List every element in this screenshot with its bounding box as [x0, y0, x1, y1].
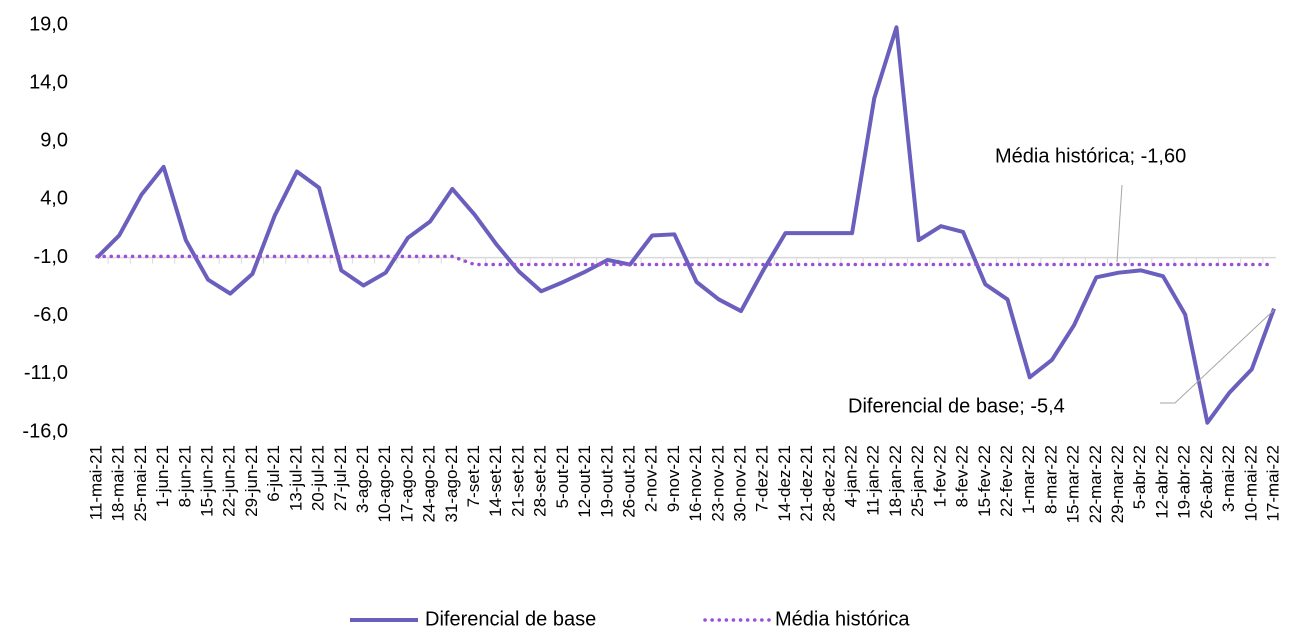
plot: -16,0 -11,0 -6,0 -1,0 4,0 9,0 14,0 19,0 11-mai-2… [22, 13, 1282, 630]
x-tick-label: 10-mai-22 [1241, 445, 1260, 522]
x-tick-label: 18-mai-21 [109, 445, 128, 522]
x-tick-label: 14-dez-21 [775, 445, 794, 522]
x-tick-label: 5-abr-22 [1130, 445, 1149, 509]
x-tick-label: 22-fev-22 [997, 445, 1016, 517]
x-tick-label: 26-out-21 [619, 445, 638, 518]
x-tick-label: 1-fev-22 [930, 445, 949, 507]
y-tick-label: 4,0 [40, 188, 68, 210]
leader-line [1116, 184, 1123, 263]
x-tick-label: 15-jun-21 [198, 445, 217, 517]
x-tick-label: 19-out-21 [597, 445, 616, 518]
x-tick-label: 19-abr-22 [1175, 445, 1194, 519]
x-tick-label: 23-nov-21 [708, 445, 727, 522]
series-line [95, 25, 1276, 425]
x-tick-label: 7-set-21 [464, 445, 483, 507]
y-tick-label: -6,0 [34, 304, 68, 326]
x-tick-label: 25-jan-22 [908, 445, 927, 517]
x-tick-label: 15-mar-22 [1064, 445, 1083, 523]
y-tick-label: -11,0 [24, 362, 68, 384]
x-tick-label: 5-out-21 [553, 445, 572, 508]
x-tick-label: 31-ago-21 [442, 445, 461, 523]
x-tick-label: 11-jan-22 [864, 445, 883, 516]
x-tick-label: 15-fev-22 [975, 445, 994, 517]
series-line [95, 254, 1276, 267]
annotation: Média histórica; -1,60 [995, 145, 1186, 167]
x-tick-label: 12-abr-22 [1152, 445, 1171, 519]
x-tick-label: 9-nov-21 [664, 445, 683, 512]
y-tick-label: 9,0 [40, 130, 68, 152]
y-tick-label: -1,0 [34, 246, 68, 268]
x-tick-label: 16-nov-21 [686, 445, 705, 522]
x-tick-label: 26-abr-22 [1197, 445, 1216, 519]
x-tick-label: 22-mar-22 [1086, 445, 1105, 523]
x-tick-label: 30-nov-21 [731, 445, 750, 522]
x-tick-label: 22-jun-21 [220, 445, 239, 517]
x-tick-label: 28-set-21 [531, 445, 550, 517]
x-tick-label: 10-ago-21 [375, 445, 394, 523]
x-tick-label: 29-mar-22 [1108, 445, 1127, 523]
x-tick-label: 29-jun-21 [242, 445, 261, 517]
x-tick-label: 24-ago-21 [420, 445, 439, 523]
x-tick-label: 11-mai-21 [86, 445, 105, 520]
x-tick-label: 8-mar-22 [1041, 445, 1060, 514]
x-tick-label: 13-jul-21 [286, 445, 305, 511]
x-tick-label: 4-jan-22 [842, 445, 861, 507]
x-tick-label: 3-mai-22 [1219, 445, 1238, 512]
y-tick-label: 19,0 [29, 13, 68, 35]
y-tick-label: -16,0 [22, 420, 68, 442]
x-tick-label: 8-fev-22 [953, 445, 972, 507]
x-tick-label: 6-jul-21 [264, 445, 283, 502]
x-tick-label: 17-ago-21 [397, 445, 416, 523]
x-tick-label: 27-jul-21 [331, 445, 350, 511]
x-tick-label: 17-mai-22 [1263, 445, 1282, 522]
x-tick-label: 20-jul-21 [309, 445, 328, 511]
x-tick-label: 25-mai-21 [131, 445, 150, 522]
x-tick-label: 12-out-21 [575, 445, 594, 518]
x-tick-label: 28-dez-21 [819, 445, 838, 522]
y-tick-label: 14,0 [29, 71, 68, 93]
leader-line [1160, 309, 1275, 404]
x-tick-label: 1-mar-22 [1019, 445, 1038, 514]
x-tick-label: 21-dez-21 [797, 445, 816, 522]
x-tick-label: 14-set-21 [486, 445, 505, 517]
annotation: Diferencial de base; -5,4 [848, 395, 1065, 417]
x-tick-label: 8-jun-21 [175, 445, 194, 507]
x-tick-label: 18-jan-22 [886, 445, 905, 517]
legend-label: Diferencial de base [425, 608, 596, 630]
x-tick-label: 2-nov-21 [642, 445, 661, 512]
legend-label: Média histórica [775, 608, 910, 630]
x-tick-label: 1-jun-21 [153, 445, 172, 507]
x-tick-label: 21-set-21 [508, 445, 527, 517]
x-tick-label: 7-dez-21 [753, 445, 772, 512]
x-tick-label: 3-ago-21 [353, 445, 372, 513]
